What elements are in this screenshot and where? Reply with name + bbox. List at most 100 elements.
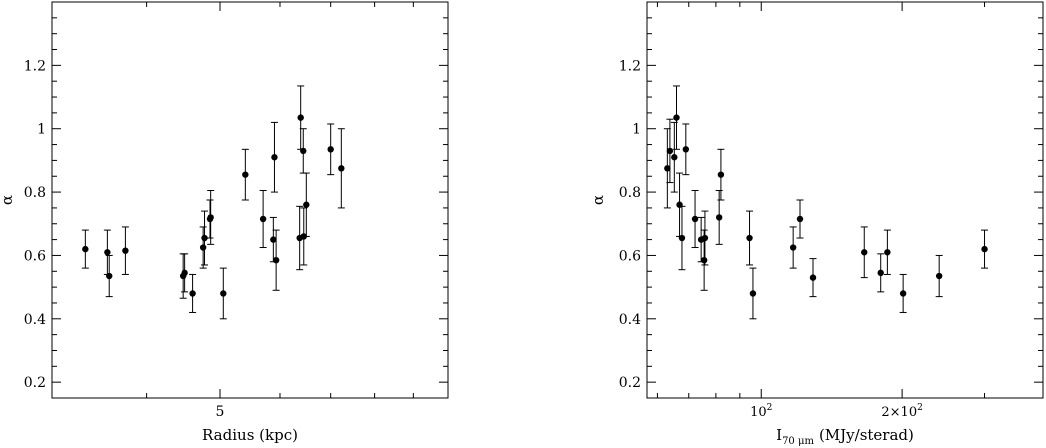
right-data-point — [663, 128, 671, 209]
point-marker — [673, 114, 680, 121]
point-marker — [297, 114, 304, 121]
point-marker — [671, 154, 678, 161]
point-marker — [691, 215, 699, 223]
left-data-point — [337, 128, 345, 209]
left-data-point — [327, 123, 335, 176]
right-y-tick-label: 1.2 — [619, 58, 641, 74]
left-data-point — [105, 254, 113, 298]
left-data-point — [219, 267, 227, 320]
left-data-point — [181, 253, 189, 293]
left-y-tick-label: 1.2 — [24, 58, 46, 74]
left-data-point — [189, 273, 197, 313]
point-marker — [700, 256, 708, 264]
left-data-point — [259, 189, 267, 249]
left-data-point — [207, 189, 215, 245]
point-marker — [796, 215, 804, 223]
right-x-label-sub: 70 μm — [782, 436, 814, 447]
point-marker — [338, 165, 345, 172]
right-y-tick-label: 0.8 — [619, 185, 641, 201]
point-marker — [678, 234, 686, 242]
right-data-point — [672, 85, 680, 150]
point-marker — [327, 146, 334, 153]
point-marker — [220, 290, 227, 297]
left-y-tick-label: 0.6 — [24, 248, 46, 264]
left-data-point — [121, 226, 129, 275]
left-data-point — [103, 229, 111, 275]
point-marker — [666, 147, 674, 155]
right-data-point — [981, 229, 989, 269]
left-axis-ticks: 0.2 0.4 0.6 0.8 1 1.2 5 — [24, 2, 448, 420]
right-data-point — [715, 189, 723, 245]
right-data-point — [746, 210, 754, 266]
right-data-point — [749, 267, 757, 320]
right-data-point — [809, 258, 817, 298]
right-data-point — [883, 229, 891, 275]
point-marker — [189, 290, 196, 297]
right-y-tick-label: 0.2 — [619, 375, 641, 391]
right-data-point — [682, 123, 690, 176]
left-y-tick-label: 1 — [37, 122, 46, 138]
right-y-axis-label: α — [589, 195, 607, 205]
right-data-point — [796, 199, 804, 239]
left-x-tick-label: 5 — [216, 404, 225, 420]
left-plot-frame — [51, 1, 449, 399]
point-marker — [664, 165, 671, 172]
point-marker — [861, 249, 868, 256]
right-data-point — [877, 253, 885, 293]
point-marker — [259, 215, 267, 223]
right-data-point — [691, 189, 699, 249]
point-marker — [715, 214, 723, 221]
left-y-tick-label: 0.2 — [24, 375, 46, 391]
point-marker — [104, 249, 111, 256]
left-data-point — [297, 85, 305, 150]
point-marker — [207, 214, 214, 221]
point-marker — [300, 147, 307, 155]
left-y-tick-label: 0.8 — [24, 185, 46, 201]
point-marker — [122, 247, 129, 254]
right-axis-ticks: 0.2 0.4 0.6 0.8 1 1.2 102 2×102 — [619, 2, 1044, 420]
right-data-point — [899, 273, 907, 313]
right-x-label-main: I — [776, 426, 782, 444]
point-marker — [884, 249, 891, 256]
point-marker — [271, 154, 278, 161]
right-data-point — [701, 210, 709, 266]
left-data-point — [272, 229, 280, 291]
right-y-tick-label: 0.6 — [619, 248, 641, 264]
point-marker — [877, 269, 884, 277]
right-data-point — [860, 226, 868, 279]
left-data-point — [201, 210, 209, 266]
left-data-point — [296, 205, 304, 271]
right-x-tick-label: 102 — [750, 403, 772, 420]
point-marker — [201, 234, 208, 242]
point-marker — [682, 146, 690, 153]
point-marker — [199, 244, 207, 251]
point-marker — [749, 290, 757, 297]
left-x-axis-label: Radius (kpc) — [202, 426, 298, 444]
left-y-axis-label: α — [0, 195, 16, 205]
point-marker — [899, 290, 907, 297]
point-marker — [270, 236, 277, 243]
right-y-tick-label: 1 — [632, 122, 641, 138]
point-marker — [181, 269, 188, 277]
right-y-tick-label: 0.4 — [619, 312, 641, 328]
right-data-point — [666, 118, 674, 184]
right-x-label-units: (MJy/sterad) — [819, 426, 914, 444]
left-chart: 0.2 0.4 0.6 0.8 1 1.2 5 Radius (kpc) α — [0, 1, 449, 444]
right-data-point — [678, 205, 686, 271]
point-marker — [935, 272, 943, 280]
right-data-points — [663, 85, 989, 320]
point-marker — [106, 272, 113, 280]
left-y-tick-label: 0.4 — [24, 312, 46, 328]
point-marker — [303, 201, 310, 208]
point-marker — [82, 245, 89, 253]
left-data-point — [81, 229, 89, 269]
left-data-point — [270, 121, 278, 193]
point-marker — [746, 234, 753, 242]
left-data-point — [241, 148, 249, 201]
point-marker — [789, 244, 797, 251]
point-marker — [242, 171, 249, 178]
point-marker — [717, 171, 725, 178]
right-data-point — [717, 148, 725, 201]
point-marker — [701, 234, 709, 242]
